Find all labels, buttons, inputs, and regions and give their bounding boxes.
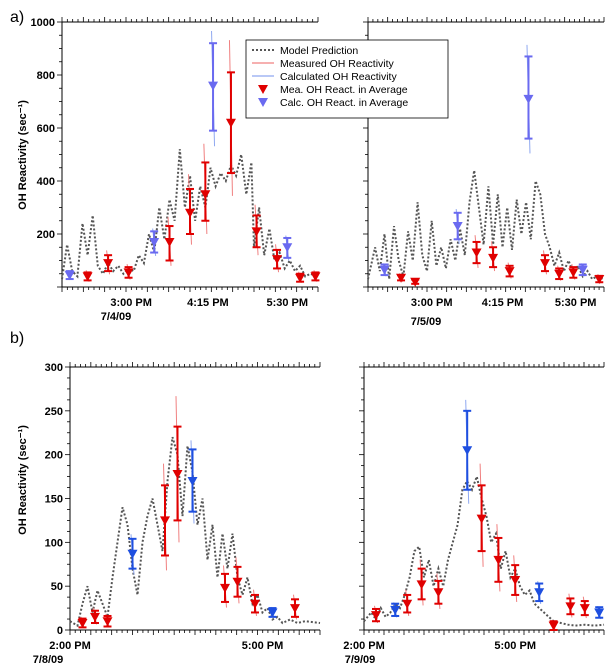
legend-calculated-label: Calculated OH Reactivity xyxy=(280,71,397,83)
calc-avg-marker xyxy=(390,605,401,615)
mea-avg-marker xyxy=(290,604,300,614)
legend-model-label: Model Prediction xyxy=(280,45,358,57)
mea-avg-marker xyxy=(493,555,504,565)
legend-mea-avg-marker-icon xyxy=(258,85,268,94)
calc-avg-marker xyxy=(523,94,534,104)
legend: Model Prediction Measured OH Reactivity … xyxy=(245,39,449,119)
mea-avg-marker xyxy=(540,259,550,269)
mea-avg-marker xyxy=(250,599,260,609)
date-label-a-left: 7/4/09 xyxy=(101,311,132,323)
mea-avg-marker xyxy=(433,588,444,598)
calc-avg-marker xyxy=(594,608,605,618)
mea-avg-marker xyxy=(82,272,93,282)
model-prediction-line xyxy=(363,473,605,627)
y-tick-label: 400 xyxy=(37,176,55,188)
mea-avg-marker xyxy=(220,583,230,593)
mea-avg-marker xyxy=(123,268,134,278)
legend-box xyxy=(245,39,449,119)
y-tick-label: 200 xyxy=(45,450,63,462)
calc-avg-marker xyxy=(462,446,473,456)
x-tick-label: 5:00 PM xyxy=(242,640,284,652)
y-tick-label: 150 xyxy=(45,494,63,506)
legend-measured-label: Measured OH Reactivity xyxy=(280,58,395,70)
mea-avg-marker xyxy=(310,272,321,282)
date-label-b-right: 7/9/09 xyxy=(345,654,376,666)
y-axis-label-b: OH Reactivity (sec⁻¹) xyxy=(17,425,29,535)
mea-avg-marker xyxy=(225,118,236,128)
legend-calc-avg-marker-icon xyxy=(258,98,268,107)
calc-avg-marker xyxy=(379,265,390,275)
mea-avg-marker xyxy=(565,602,576,612)
x-tick-label: 4:15 PM xyxy=(187,297,229,309)
mea-avg-marker xyxy=(103,259,114,269)
mea-avg-marker xyxy=(371,611,381,621)
mea-avg-marker xyxy=(579,604,590,614)
mea-avg-marker xyxy=(251,227,262,237)
mea-avg-marker xyxy=(410,277,421,287)
mea-avg-marker xyxy=(90,612,100,622)
x-tick-label: 2:00 PM xyxy=(343,640,385,652)
mea-avg-marker xyxy=(295,273,306,283)
mea-avg-marker xyxy=(185,208,195,218)
calc-avg-marker xyxy=(267,608,278,618)
calc-avg-marker xyxy=(534,588,545,598)
x-tick-label: 3:00 PM xyxy=(411,297,453,309)
y-tick-label: 0 xyxy=(57,625,63,637)
x-tick-label: 3:00 PM xyxy=(110,297,152,309)
mea-avg-marker xyxy=(416,580,427,590)
mea-avg-marker xyxy=(548,621,559,631)
x-tick-label: 5:00 PM xyxy=(494,640,536,652)
model-prediction-line xyxy=(367,170,605,281)
y-axis-label-a: OH Reactivity (sec⁻¹) xyxy=(17,100,29,210)
mea-avg-marker xyxy=(402,599,413,609)
mea-avg-marker xyxy=(488,253,499,263)
y-tick-label: 100 xyxy=(45,537,63,549)
panel-label-b: b) xyxy=(10,330,24,347)
x-tick-label: 5:30 PM xyxy=(266,297,308,309)
mea-avg-marker xyxy=(272,255,283,265)
mea-avg-marker xyxy=(471,248,482,258)
x-tick-label: 5:30 PM xyxy=(555,297,597,309)
calc-avg-marker xyxy=(577,265,588,275)
model-prediction-line xyxy=(69,436,321,628)
y-tick-label: 250 xyxy=(45,406,63,418)
legend-mea-avg-label: Mea. OH React. in Average xyxy=(280,84,408,96)
mea-avg-marker xyxy=(476,514,487,524)
mea-avg-marker xyxy=(594,275,605,285)
mea-avg-marker xyxy=(172,469,183,479)
model-prediction-line xyxy=(61,149,319,280)
y-tick-label: 800 xyxy=(37,70,55,82)
y-tick-label: 50 xyxy=(51,581,63,593)
calc-avg-marker xyxy=(282,243,293,253)
date-label-a-right: 7/5/09 xyxy=(411,316,442,328)
y-tick-label: 300 xyxy=(45,362,63,374)
legend-calc-avg-label: Calc. OH React. in Average xyxy=(280,97,408,109)
mea-avg-marker xyxy=(504,267,515,277)
y-tick-label: 200 xyxy=(37,229,55,241)
calc-avg-marker xyxy=(208,81,219,91)
mea-avg-marker xyxy=(200,190,211,200)
x-tick-label: 2:00 PM xyxy=(49,640,91,652)
x-tick-label: 4:15 PM xyxy=(482,297,524,309)
panel-label-a: a) xyxy=(10,9,24,26)
mea-avg-marker xyxy=(554,269,565,279)
mea-avg-marker xyxy=(102,617,113,627)
date-label-b-left: 7/8/09 xyxy=(33,654,64,666)
calc-avg-marker xyxy=(452,222,463,232)
calc-avg-marker xyxy=(127,549,138,559)
mea-avg-marker xyxy=(396,273,407,283)
mea-avg-marker xyxy=(77,618,88,628)
calc-avg-marker xyxy=(187,476,198,486)
mea-avg-marker xyxy=(568,268,579,278)
mea-avg-marker xyxy=(232,577,243,587)
calc-avg-marker xyxy=(149,237,160,247)
mea-avg-marker xyxy=(164,237,175,247)
y-tick-label: 1000 xyxy=(31,17,55,29)
calc-avg-marker xyxy=(64,271,75,281)
mea-avg-marker xyxy=(160,516,170,526)
mea-avg-marker xyxy=(510,576,521,586)
y-tick-label: 600 xyxy=(37,123,55,135)
